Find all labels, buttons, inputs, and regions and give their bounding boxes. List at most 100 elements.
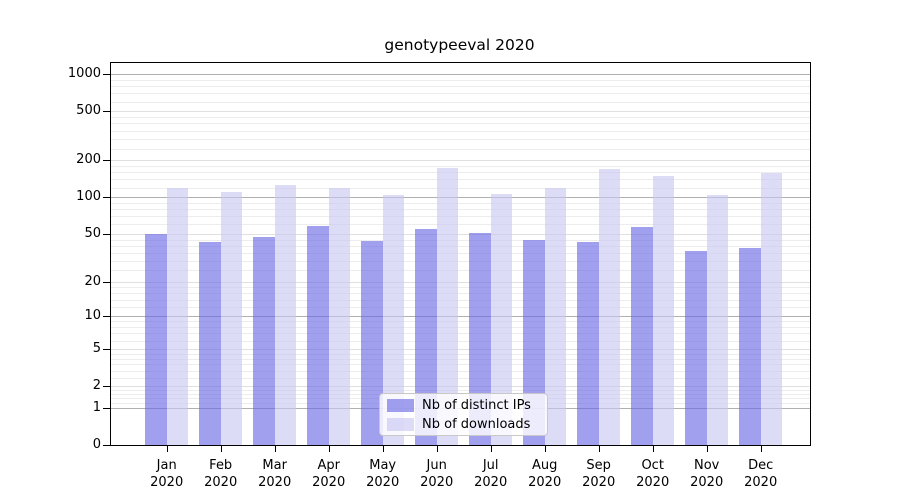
x-tick-label-apr-2020: Apr 2020: [312, 458, 346, 490]
y-minor-gridline: [111, 93, 810, 95]
y-gridline: [111, 111, 810, 113]
bar-nb-of-distinct-ips-oct-2020: [631, 227, 653, 445]
y-minor-gridline: [111, 389, 810, 391]
y-minor-gridline: [111, 187, 810, 189]
y-minor-gridline: [111, 79, 810, 81]
x-tick-label-dec-2020: Dec 2020: [744, 458, 778, 490]
bar-nb-of-distinct-ips-jul-2020: [469, 232, 491, 445]
y-tick-mark: [103, 160, 110, 162]
y-minor-gridline: [111, 209, 810, 211]
y-major-gridline: [111, 316, 810, 318]
x-tick-label-feb-2020: Feb 2020: [204, 458, 238, 490]
bar-nb-of-downloads-feb-2020: [220, 192, 243, 445]
y-minor-gridline: [111, 130, 810, 132]
x-tick-mark: [436, 446, 438, 452]
y-tick-mark: [103, 407, 110, 409]
plot-area: 0 1 2 5 10 20 50 100 200 500 1000 Jan 2020 Feb 2020 M…: [68, 62, 811, 490]
x-tick-mark: [490, 446, 492, 452]
x-tick-label-nov-2020: Nov 2020: [690, 458, 724, 490]
y-gridline: [111, 348, 810, 350]
x-tick-mark: [760, 446, 762, 452]
x-tick-label-jun-2020: Jun 2020: [420, 458, 454, 490]
y-minor-gridline: [111, 370, 810, 372]
y-minor-gridline: [111, 340, 810, 342]
y-tick-label: 50: [84, 226, 101, 242]
y-minor-gridline: [111, 307, 810, 309]
y-tick-mark: [103, 445, 110, 446]
y-tick-mark: [103, 386, 110, 388]
x-tick-label-aug-2020: Aug 2020: [528, 458, 562, 490]
y-tick-label: 1: [92, 399, 101, 415]
y-gridline: [111, 386, 810, 388]
legend-label: Nb of distinct IPs: [422, 397, 531, 413]
y-tick-label: 5: [92, 340, 101, 356]
x-tick-label-mar-2020: Mar 2020: [258, 458, 292, 490]
bar-nb-of-downloads-jul-2020: [490, 194, 513, 445]
y-minor-gridline: [111, 166, 810, 168]
y-minor-gridline: [111, 138, 810, 140]
y-minor-gridline: [111, 333, 810, 335]
y-minor-gridline: [111, 327, 810, 329]
y-minor-gridline: [111, 287, 810, 288]
y-minor-gridline: [111, 252, 810, 254]
y-minor-gridline: [111, 377, 810, 379]
y-major-gridline: [111, 74, 810, 76]
bar-nb-of-distinct-ips-jan-2020: [145, 234, 167, 445]
chart-title: genotypeeval 2020: [384, 36, 535, 54]
y-minor-gridline: [111, 123, 810, 125]
y-minor-gridline: [111, 245, 810, 247]
y-minor-gridline: [111, 292, 810, 294]
x-tick-label-jul-2020: Jul 2020: [474, 458, 508, 490]
x-tick-label-sep-2020: Sep 2020: [582, 458, 616, 490]
y-tick-mark: [103, 348, 110, 350]
bar-nb-of-distinct-ips-jun-2020: [415, 229, 437, 445]
bar-nb-of-downloads-mar-2020: [274, 185, 297, 445]
bar-nb-of-distinct-ips-apr-2020: [307, 226, 329, 445]
y-tick-label: 10: [84, 308, 101, 324]
bar-nb-of-distinct-ips-nov-2020: [685, 251, 707, 445]
bar-nb-of-distinct-ips-feb-2020: [199, 241, 221, 445]
y-minor-gridline: [111, 172, 810, 174]
x-tick-mark: [598, 446, 600, 452]
y-tick-mark: [103, 111, 110, 113]
x-tick-mark: [328, 446, 330, 452]
y-minor-gridline: [111, 321, 810, 323]
y-tick-label: 2: [92, 378, 101, 394]
y-minor-gridline: [111, 148, 810, 150]
bar-nb-of-distinct-ips-mar-2020: [253, 237, 275, 445]
x-tick-mark: [652, 446, 654, 452]
x-tick-mark: [220, 446, 222, 452]
legend-swatch-nb-of-downloads: [387, 417, 414, 431]
legend-row-nb-of-distinct-ips: Nb of distinct IPs: [380, 397, 547, 413]
bar-nb-of-distinct-ips-dec-2020: [739, 248, 761, 445]
y-gridline: [111, 160, 810, 162]
x-tick-label-may-2020: May 2020: [366, 458, 400, 490]
y-minor-gridline: [111, 358, 810, 360]
bar-nb-of-downloads-jun-2020: [436, 167, 459, 445]
y-tick-label: 500: [76, 103, 101, 119]
x-tick-label-jan-2020: Jan 2020: [150, 458, 184, 490]
y-minor-gridline: [111, 224, 810, 226]
legend-label: Nb of downloads: [422, 416, 531, 432]
bar-nb-of-downloads-may-2020: [382, 195, 405, 445]
bar-nb-of-downloads-aug-2020: [544, 188, 567, 445]
y-minor-gridline: [111, 202, 810, 204]
y-minor-gridline: [111, 260, 810, 262]
y-tick-label: 0: [92, 437, 101, 452]
y-minor-gridline: [111, 353, 810, 355]
bar-nb-of-downloads-nov-2020: [706, 195, 729, 445]
y-minor-gridline: [111, 216, 810, 218]
bar-nb-of-downloads-oct-2020: [652, 175, 675, 445]
y-tick-mark: [103, 281, 110, 283]
y-tick-mark: [103, 197, 110, 199]
y-tick-mark: [103, 74, 110, 76]
y-tick-label: 20: [84, 273, 101, 289]
legend-swatch-nb-of-distinct-ips: [387, 398, 414, 412]
y-tick-mark: [103, 316, 110, 318]
y-tick-label: 200: [76, 152, 101, 168]
bar-nb-of-distinct-ips-sep-2020: [577, 241, 599, 445]
y-gridline: [111, 234, 810, 236]
x-tick-mark: [544, 446, 546, 452]
x-tick-mark: [166, 446, 168, 452]
